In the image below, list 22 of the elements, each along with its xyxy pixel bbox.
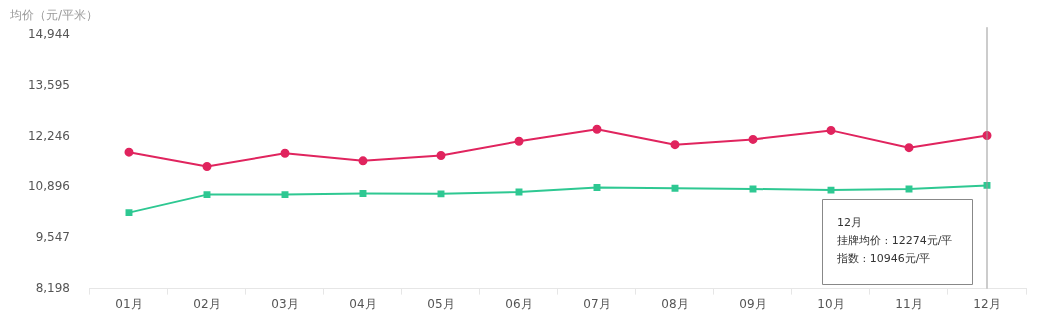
- annotation: 挂牌均价 : 12274元/平: [837, 233, 953, 247]
- x-tick-label: 03月: [271, 296, 299, 311]
- y-tick-label: 14,944: [27, 27, 70, 42]
- x-tick-label: 10月: [817, 296, 845, 311]
- annotation: 12月: [837, 215, 862, 229]
- y-tick-label: 8,198: [35, 280, 70, 295]
- x-tick-label: 12月: [973, 296, 1001, 311]
- x-tick-label: 11月: [895, 296, 923, 311]
- x-tick-label: 09月: [739, 296, 767, 311]
- annotation: 指数 : 10946元/平: [836, 251, 931, 265]
- x-tick-label: 02月: [193, 296, 221, 311]
- x-tick-label: 07月: [583, 296, 611, 311]
- y-tick-label: 9,547: [35, 230, 70, 245]
- y-axis-title: 均价（元/平米）: [9, 8, 99, 23]
- x-tick-label: 05月: [427, 296, 455, 311]
- x-tick-label: 01月: [115, 296, 143, 311]
- y-tick-label: 12,246: [27, 128, 70, 143]
- x-tick-label: 06月: [505, 296, 533, 311]
- y-tick-label: 13,595: [27, 78, 70, 92]
- x-tick-label: 08月: [661, 296, 689, 311]
- y-tick-label: 10,896: [27, 179, 70, 194]
- x-tick-label: 04月: [349, 296, 377, 311]
